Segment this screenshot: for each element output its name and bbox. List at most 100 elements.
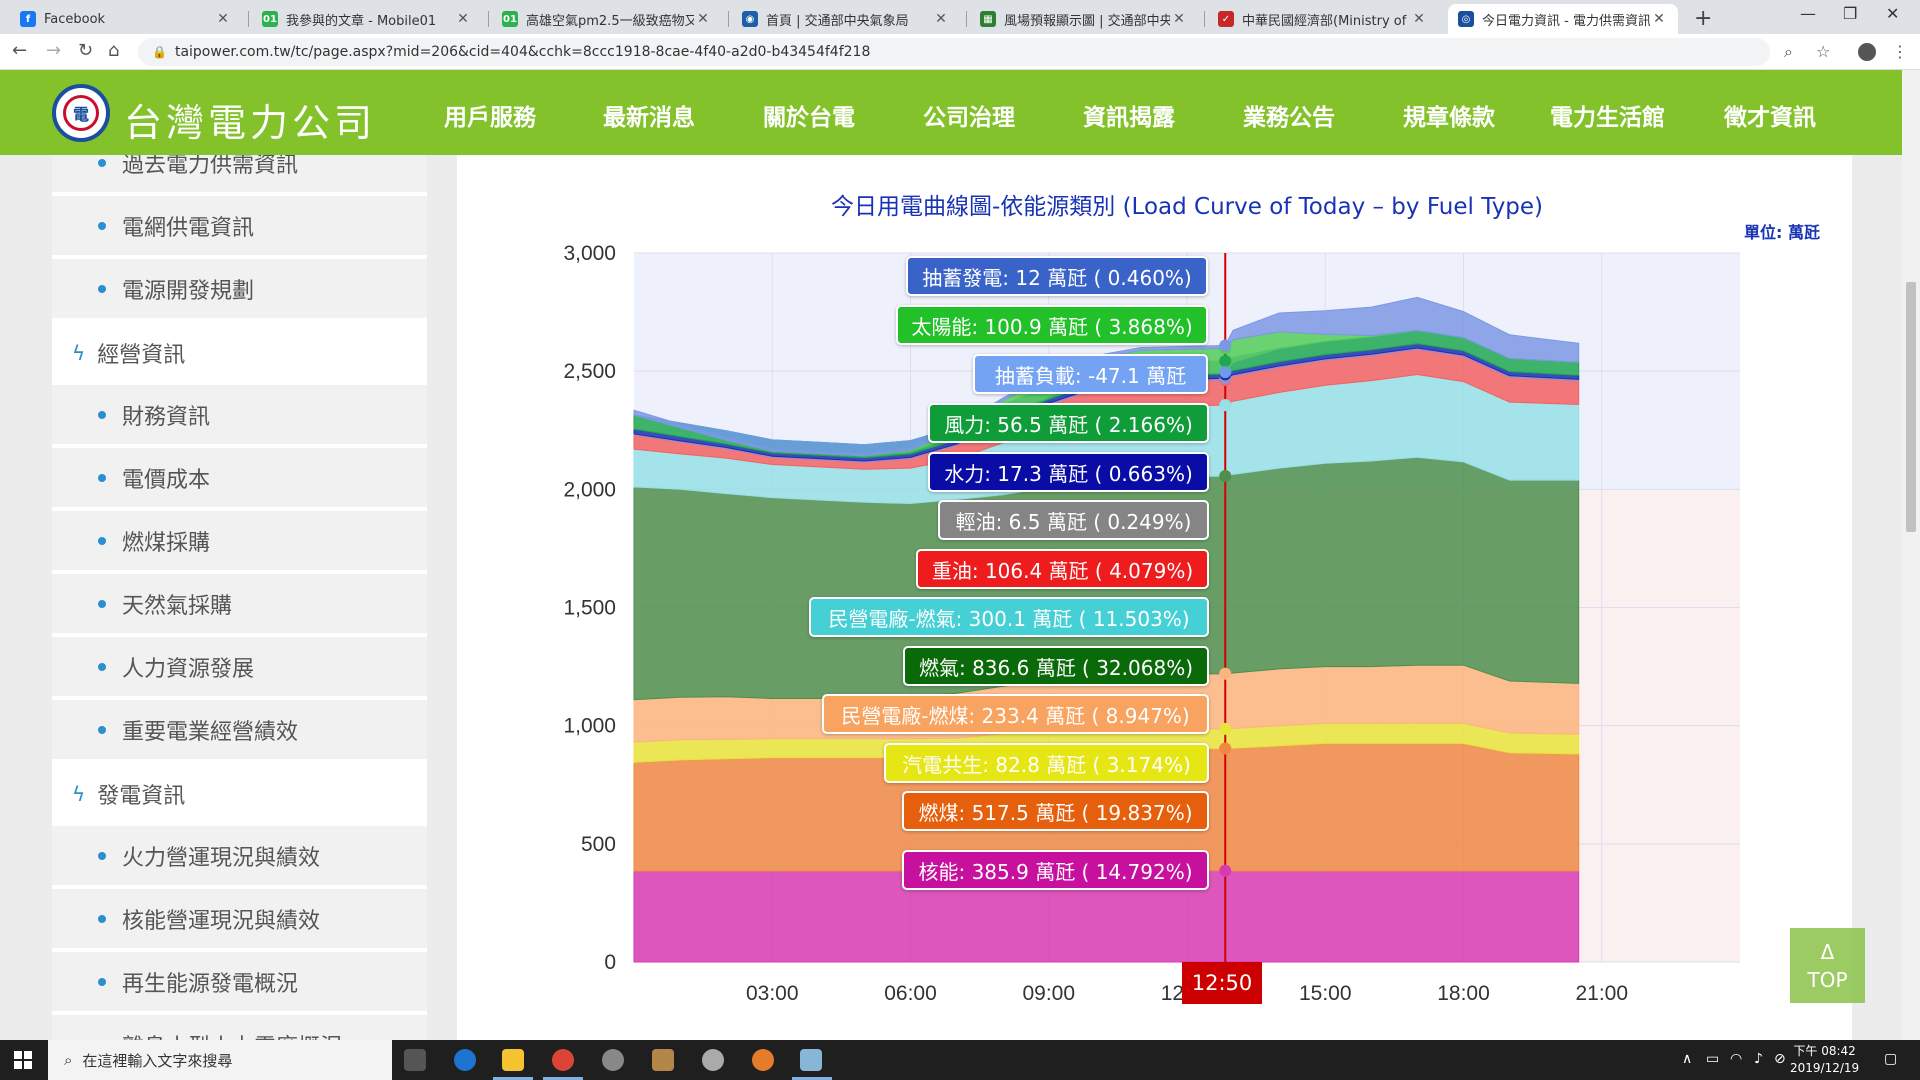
browser-tab[interactable]: 01 我參與的文章 - Mobile01 ✕ — [252, 4, 482, 34]
bookmark-star-icon[interactable]: ☆ — [1816, 42, 1831, 61]
sidebar-label: 電網供電資訊 — [122, 215, 255, 241]
nav-item[interactable]: 徵才資訊 — [1724, 105, 1816, 131]
ime-icon[interactable]: ⊘ — [1774, 1051, 1786, 1067]
close-tab-icon[interactable]: ✕ — [935, 11, 947, 27]
taskbar-search[interactable]: ⌕ 在這裡輸入文字來搜尋 — [48, 1040, 392, 1080]
file-explorer-icon[interactable] — [502, 1049, 524, 1071]
tab-favicon-icon: f — [20, 11, 36, 27]
sidebar-item[interactable]: 核能營運現況與績效 — [52, 889, 427, 950]
edge-icon[interactable] — [454, 1049, 476, 1071]
sidebar-label: 火力營運現況與績效 — [122, 845, 321, 871]
close-tab-icon[interactable]: ✕ — [217, 11, 229, 27]
sidebar-label: 燃煤採購 — [122, 530, 211, 556]
nav-item[interactable]: 最新消息 — [603, 105, 695, 131]
tooltip-label: 抽蓄負載: -47.1 萬瓩 — [973, 354, 1208, 394]
series-marker — [1219, 742, 1232, 755]
close-tab-icon[interactable]: ✕ — [1173, 11, 1185, 27]
windows-taskbar: ⌕ 在這裡輸入文字來搜尋 ∧ ▭ ◠ ♪ ⊘ 下午 08:42 2019/12/… — [0, 1040, 1920, 1080]
sidebar-item[interactable]: 電源開發規劃 — [52, 259, 427, 320]
notification-icon[interactable]: ▢ — [1884, 1051, 1898, 1067]
tooltip-label: 民營電廠-燃煤: 233.4 萬瓩 ( 8.947%) — [822, 694, 1209, 734]
nav-item[interactable]: 電力生活館 — [1550, 105, 1665, 131]
x-tick-label: 21:00 — [1575, 982, 1628, 1005]
sidebar-label: 經營資訊 — [97, 342, 186, 368]
minimize-button[interactable]: — — [1800, 4, 1816, 23]
tab-title: Facebook — [44, 11, 106, 27]
battery-icon[interactable]: ▭ — [1706, 1051, 1720, 1067]
taipower-logo-icon[interactable]: 電 — [52, 84, 110, 142]
app-icon-4[interactable] — [800, 1049, 822, 1071]
logo-mark: 電 — [63, 95, 99, 131]
sidebar-label: 財務資訊 — [122, 404, 211, 430]
back-to-top-button[interactable]: Δ TOP — [1790, 928, 1865, 1003]
profile-avatar[interactable] — [1858, 43, 1876, 61]
app-icon-2[interactable] — [652, 1049, 674, 1071]
task-view-icon[interactable] — [404, 1049, 426, 1071]
sidebar-label: 離島小型火力電廠概況 — [122, 1029, 342, 1041]
site-header: 電 台灣電力公司 用戶服務 最新消息 關於台電 公司治理 資訊揭露 業務公告 規章條款 電力生… — [0, 70, 1902, 155]
close-window-button[interactable]: ✕ — [1886, 4, 1900, 23]
network-icon[interactable]: ◠ — [1730, 1051, 1743, 1067]
browser-tab[interactable]: ▦ 風場預報顯示圖 | 交通部中央氣象✕ — [970, 4, 1198, 34]
chrome-icon[interactable] — [552, 1049, 574, 1071]
sidebar-item[interactable]: 火力營運現況與績效 — [52, 826, 427, 887]
running-indicator — [792, 1077, 832, 1080]
volume-icon[interactable]: ♪ — [1754, 1051, 1763, 1067]
tab-favicon-icon: 01 — [502, 11, 518, 27]
sidebar-item[interactable]: 燃煤採購 — [52, 511, 427, 572]
nav-item[interactable]: 用戶服務 — [444, 105, 536, 131]
nav-item[interactable]: 關於台電 — [763, 105, 855, 131]
sidebar-item[interactable]: 人力資源發展 — [52, 637, 427, 698]
nav-item[interactable]: 業務公告 — [1243, 105, 1335, 131]
sidebar-item[interactable]: 財務資訊 — [52, 385, 427, 446]
clock-time: 下午 08:42 — [1793, 1044, 1856, 1058]
close-tab-icon[interactable]: ✕ — [1653, 11, 1665, 27]
running-indicator — [493, 1077, 533, 1080]
nav-item[interactable]: 規章條款 — [1403, 105, 1495, 131]
sidebar-item[interactable]: 再生能源發電概況 — [52, 952, 427, 1013]
restore-button[interactable]: ❐ — [1843, 4, 1858, 23]
browser-tab[interactable]: 01 高雄空氣pm2.5一級致癌物又關於✕ — [492, 4, 722, 34]
scrollbar-thumb[interactable] — [1906, 282, 1916, 532]
sidebar-item[interactable]: 電網供電資訊 — [52, 196, 427, 257]
url-field[interactable]: 🔒 taipower.com.tw/tc/page.aspx?mid=206&c… — [138, 38, 1770, 66]
sidebar-item[interactable]: 電價成本 — [52, 448, 427, 509]
tray-chevron-icon[interactable]: ∧ — [1682, 1051, 1693, 1067]
close-tab-icon[interactable]: ✕ — [457, 11, 469, 27]
y-tick-label: 2,000 — [563, 478, 616, 501]
browser-tab[interactable]: ◎ 今日電力資訊 - 電力供需資訊 - 資✕ — [1448, 4, 1678, 34]
zoom-icon[interactable]: ⌕ — [1784, 42, 1793, 61]
sidebar-item[interactable]: 離島小型火力電廠概況 — [52, 1015, 427, 1040]
logo-text[interactable]: 台灣電力公司 — [124, 101, 377, 145]
browser-menu-icon[interactable]: ⋮ — [1892, 42, 1908, 61]
windows-start-icon[interactable] — [14, 1051, 32, 1069]
app-icon-1[interactable] — [602, 1049, 624, 1071]
app-icon-3[interactable] — [702, 1049, 724, 1071]
top-label: TOP — [1807, 968, 1848, 992]
close-tab-icon[interactable]: ✕ — [1413, 11, 1425, 27]
back-icon[interactable]: ← — [12, 40, 28, 61]
sidebar-category[interactable]: ϟ 發電資訊 — [52, 763, 427, 824]
new-tab-button[interactable]: + — [1694, 6, 1713, 31]
series-marker — [1219, 366, 1232, 379]
nav-item[interactable]: 公司治理 — [923, 105, 1015, 131]
sidebar-item[interactable]: 天然氣採購 — [52, 574, 427, 635]
close-tab-icon[interactable]: ✕ — [697, 11, 709, 27]
sidebar-category[interactable]: ϟ 經營資訊 — [52, 322, 427, 383]
nav-item[interactable]: 資訊揭露 — [1083, 105, 1175, 131]
blender-icon[interactable] — [752, 1049, 774, 1071]
taskbar-clock[interactable]: 下午 08:42 2019/12/19 — [1790, 1043, 1859, 1077]
browser-tab[interactable]: ✓ 中華民國經濟部(Ministry of Eco✕ — [1208, 4, 1438, 34]
browser-tab[interactable]: ◉ 首頁 | 交通部中央氣象局 ✕ — [732, 4, 960, 34]
browser-tab[interactable]: f Facebook ✕ — [10, 4, 242, 34]
sidebar-item[interactable]: 過去電力供需資訊 — [52, 155, 427, 194]
reload-icon[interactable]: ↻ — [78, 40, 94, 61]
running-indicator — [543, 1077, 583, 1080]
forward-icon[interactable]: → — [46, 40, 62, 61]
sidebar-item[interactable]: 重要電業經營績效 — [52, 700, 427, 761]
tab-title: 風場預報顯示圖 | 交通部中央氣象 — [1004, 13, 1170, 29]
sidebar-label: 天然氣採購 — [122, 593, 233, 619]
page-scrollbar[interactable] — [1902, 70, 1920, 1040]
lock-icon: 🔒 — [152, 45, 167, 59]
home-icon[interactable]: ⌂ — [108, 40, 120, 61]
